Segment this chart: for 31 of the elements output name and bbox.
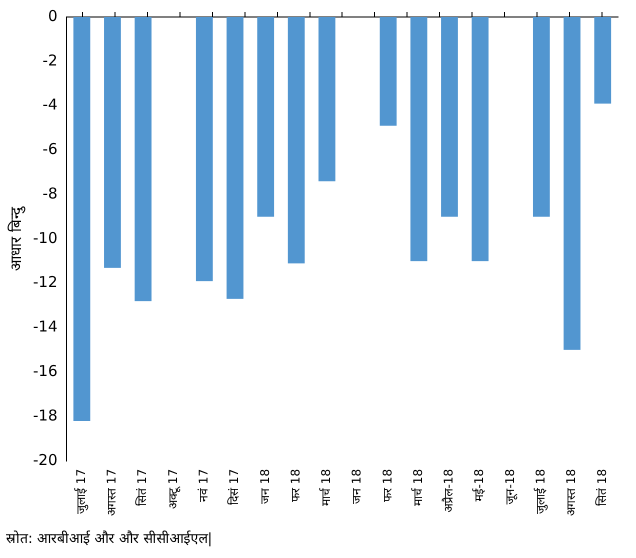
x-tick-label: अगस्त 18 [564, 468, 578, 516]
y-tick-label: -18 [33, 406, 58, 424]
y-tick-label: -2 [42, 51, 58, 70]
x-tick-label: जुलाई 17 [74, 468, 89, 514]
y-tick-label: 0 [48, 6, 58, 25]
y-axis-title: आधार बिन्दु [6, 206, 26, 271]
y-tick-label: -10 [33, 228, 58, 247]
x-tick-label: अप्रैल-18 [442, 468, 456, 513]
y-tick-label: -4 [42, 96, 58, 114]
x-tick-label: फर 18 [380, 468, 394, 502]
x-tick-label: अक्टू 17 [166, 468, 181, 510]
x-tick-label: जून-18 [502, 468, 518, 505]
y-tick-label: -16 [33, 362, 58, 380]
x-tick-label: मार्च 18 [319, 468, 334, 506]
y-tick-label: -14 [33, 318, 58, 336]
x-tick-label: सितं 17 [135, 468, 150, 506]
x-tick-label: सितं 18 [594, 468, 609, 506]
x-tick-label: मार्च 18 [410, 468, 425, 506]
x-tick-label: जन 18 [350, 468, 364, 504]
x-tick-label: दिसं 17 [227, 468, 242, 506]
x-tick-label: अगस्त 17 [104, 468, 119, 516]
x-tick-label: फर 18 [288, 468, 302, 502]
y-tick-label: -20 [33, 450, 58, 469]
y-tick-label: -12 [33, 273, 58, 292]
x-tick-label: नवं 17 [196, 468, 210, 502]
y-tick-label: -8 [42, 184, 58, 202]
x-tick-label: मई-18 [472, 468, 486, 502]
y-tick-label: -6 [42, 140, 58, 158]
text: स्रोत: आरबीआई और और सीसीआईएल| [6, 530, 212, 547]
x-tick-label: जन 18 [258, 468, 272, 504]
x-tick-label: जुलाई 18 [534, 468, 549, 514]
